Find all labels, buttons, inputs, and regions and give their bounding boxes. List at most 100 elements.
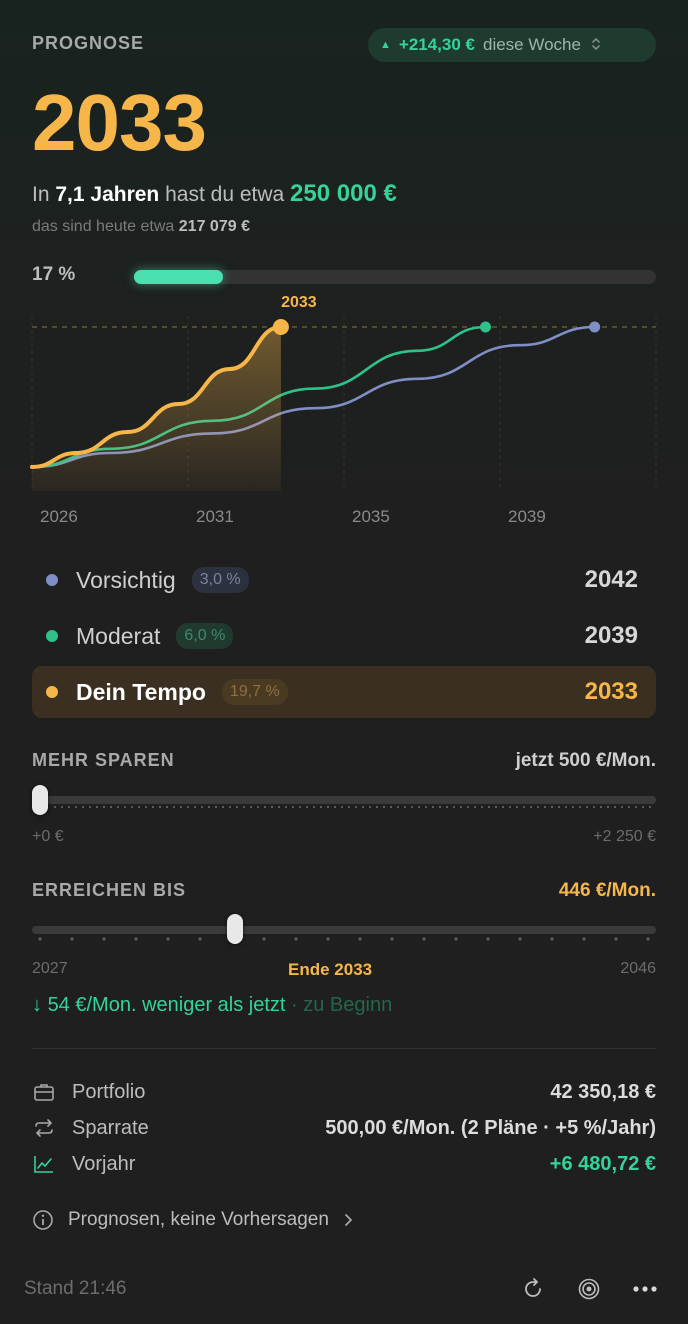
scenario-rate: 6,0 % <box>176 623 234 649</box>
progress-fill <box>134 270 223 284</box>
disclaimer-link[interactable]: Prognosen, keine Vorhersagen <box>32 1206 353 1234</box>
sparrate-row: Sparrate 500,00 €/Mon. (2 Pläne · +5 %/J… <box>32 1114 656 1142</box>
slider-tick <box>422 937 426 941</box>
slider-tick <box>70 937 74 941</box>
sparrate-label: Sparrate <box>72 1116 149 1139</box>
summary-middle: hast du etwa <box>165 183 285 206</box>
forecast-chart: 2033 2026 2031 2035 2039 <box>30 294 657 526</box>
slider-tick <box>166 937 170 941</box>
section-label-prognose: PROGNOSE <box>32 33 145 53</box>
week-change-selector[interactable]: ▲ +214,30 € diese Woche <box>368 28 656 62</box>
mehr-sparen-track[interactable] <box>32 796 656 804</box>
more-icon[interactable] <box>630 1274 660 1304</box>
mehr-sparen-label: MEHR SPAREN <box>32 750 175 770</box>
slider-tick <box>550 937 554 941</box>
erreichen-bis-thumb[interactable] <box>226 914 243 944</box>
info-icon <box>32 1209 54 1231</box>
scenario-year: 2042 <box>584 566 638 593</box>
slider-tick <box>134 937 138 941</box>
slider-tick <box>294 937 298 941</box>
x-tick-label: 2026 <box>40 507 78 526</box>
erreichen-bis-ticks <box>38 937 650 941</box>
chevron-right-icon <box>343 1213 353 1227</box>
summary-prefix: In <box>32 183 50 206</box>
mehr-sparen-thumb[interactable] <box>32 785 48 815</box>
x-tick-label: 2031 <box>196 507 234 526</box>
scenario-year: 2033 <box>584 678 638 705</box>
erreichen-bis-monthly: 446 €/Mon. <box>558 880 656 901</box>
arrow-down-icon: ↓ <box>32 994 42 1016</box>
portfolio-row: Portfolio 42 350,18 € <box>32 1078 656 1106</box>
x-tick-label: 2035 <box>352 507 390 526</box>
scenario-dot <box>46 686 58 698</box>
refresh-icon[interactable] <box>518 1274 548 1304</box>
mehr-sparen-min: +0 € <box>32 828 64 845</box>
up-triangle-icon: ▲ <box>380 39 391 51</box>
slider-tick <box>582 937 586 941</box>
tempo-area <box>32 327 281 491</box>
erreichen-bis-label: ERREICHEN BIS <box>32 880 187 900</box>
slider-tick <box>486 937 490 941</box>
slider-tick <box>390 937 394 941</box>
slider-tick <box>614 937 618 941</box>
slider-tick <box>518 937 522 941</box>
hint-text: 54 €/Mon. weniger als jetzt <box>47 994 286 1016</box>
savings-hint: ↓ 54 €/Mon. weniger als jetzt · zu Begin… <box>32 994 392 1017</box>
slider-tick <box>326 937 330 941</box>
series-line-dein-tempo <box>30 325 283 469</box>
today-prefix: das sind heute etwa <box>32 218 175 235</box>
erreichen-bis-min: 2027 <box>32 960 68 977</box>
scenario-year: 2039 <box>584 622 638 649</box>
vorjahr-value: +6 480,72 € <box>549 1152 656 1175</box>
slider-tick <box>262 937 266 941</box>
progress-percent: 17 % <box>32 264 76 285</box>
target-year: 2033 <box>32 78 207 167</box>
slider-tick <box>358 937 362 941</box>
scenario-row-dein-tempo[interactable]: Dein Tempo 19,7 % 2033 <box>32 666 656 718</box>
updown-chevron-icon <box>591 36 601 55</box>
scenario-row-moderat[interactable]: Moderat 6,0 % 2039 <box>32 610 656 662</box>
slider-tick <box>646 937 650 941</box>
slider-tick <box>454 937 458 941</box>
divider <box>32 1048 656 1049</box>
x-tick-label: 2039 <box>508 507 546 526</box>
last-updated: Stand 21:46 <box>24 1278 127 1299</box>
scenario-name: Dein Tempo <box>76 678 206 705</box>
series-end-dot <box>589 321 601 333</box>
scenario-rate: 3,0 % <box>191 567 249 593</box>
scenario-name: Moderat <box>76 622 161 649</box>
hint-suffix: · zu Beginn <box>291 994 393 1016</box>
slider-tick <box>102 937 106 941</box>
mehr-sparen-current: jetzt 500 €/Mon. <box>515 750 656 771</box>
briefcase-icon <box>32 1080 56 1104</box>
scenario-dot <box>46 630 58 642</box>
scenario-name: Vorsichtig <box>76 566 176 593</box>
week-change-period: diese Woche <box>483 35 581 54</box>
summary-years: 7,1 Jahren <box>55 183 160 206</box>
chart-line-icon <box>32 1152 56 1176</box>
portfolio-value: 42 350,18 € <box>550 1080 656 1103</box>
series-end-dot <box>272 319 289 335</box>
week-change-amount: +214,30 € <box>398 35 475 54</box>
scenario-dot <box>46 574 58 586</box>
erreichen-bis-selected: Ende 2033 <box>288 960 373 979</box>
sparrate-value: 500,00 €/Mon. (2 Pläne · +5 %/Jahr) <box>325 1116 656 1139</box>
repeat-icon <box>32 1116 56 1140</box>
scenario-rate: 19,7 % <box>221 679 288 705</box>
slider-tick <box>38 937 42 941</box>
slider-tick <box>198 937 202 941</box>
target-year-marker: 2033 <box>281 294 317 311</box>
today-value-line: das sind heute etwa 217 079 € <box>32 218 250 236</box>
goal-amount: 250 000 € <box>290 180 397 207</box>
scenario-row-vorsichtig[interactable]: Vorsichtig 3,0 % 2042 <box>32 554 656 606</box>
target-icon[interactable] <box>574 1274 604 1304</box>
progress-track <box>134 270 656 284</box>
erreichen-bis-track[interactable] <box>32 926 656 934</box>
mehr-sparen-max: +2 250 € <box>593 828 656 845</box>
today-value: 217 079 € <box>178 218 250 235</box>
mehr-sparen-ticks <box>54 806 654 808</box>
disclaimer-text: Prognosen, keine Vorhersagen <box>68 1209 329 1230</box>
series-end-dot <box>480 321 492 333</box>
vorjahr-row: Vorjahr +6 480,72 € <box>32 1150 656 1178</box>
